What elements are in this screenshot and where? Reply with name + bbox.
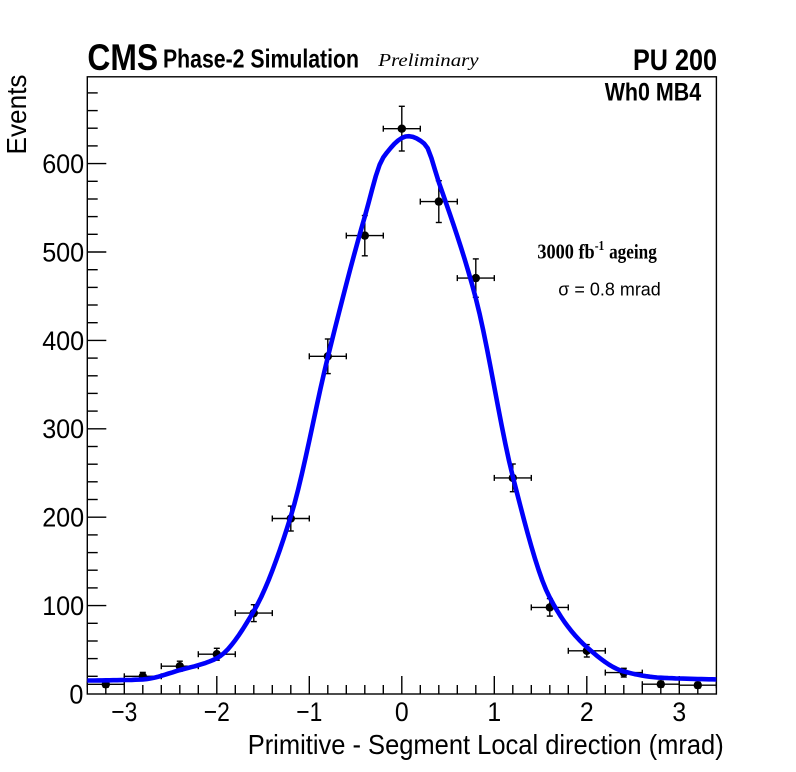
svg-text:-1: -1 xyxy=(595,239,605,254)
svg-text:σ = 0.8 mrad: σ = 0.8 mrad xyxy=(558,279,661,300)
svg-text:3000 fb: 3000 fb xyxy=(537,240,594,264)
svg-text:100: 100 xyxy=(42,590,84,621)
svg-text:Events: Events xyxy=(0,75,32,155)
svg-text:400: 400 xyxy=(42,325,84,356)
svg-text:0: 0 xyxy=(69,678,83,709)
svg-text:Wh0 MB4: Wh0 MB4 xyxy=(605,80,702,107)
svg-text:−1: −1 xyxy=(296,696,322,727)
svg-text:Preliminary: Preliminary xyxy=(377,50,478,70)
svg-text:3: 3 xyxy=(672,696,686,727)
svg-text:1: 1 xyxy=(487,696,501,727)
svg-text:0: 0 xyxy=(395,696,409,727)
svg-text:ageing: ageing xyxy=(609,240,657,264)
svg-text:Primitive - Segment Local dire: Primitive - Segment Local direction (mra… xyxy=(248,729,724,760)
svg-text:500: 500 xyxy=(42,236,84,267)
svg-text:−2: −2 xyxy=(204,696,230,727)
svg-text:PU 200: PU 200 xyxy=(633,44,717,77)
svg-text:CMS: CMS xyxy=(87,37,158,78)
svg-text:−3: −3 xyxy=(111,696,137,727)
svg-text:600: 600 xyxy=(42,148,84,179)
svg-text:300: 300 xyxy=(42,413,84,444)
svg-text:200: 200 xyxy=(42,502,84,533)
svg-text:Phase-2 Simulation: Phase-2 Simulation xyxy=(163,46,359,74)
svg-text:2: 2 xyxy=(580,696,594,727)
